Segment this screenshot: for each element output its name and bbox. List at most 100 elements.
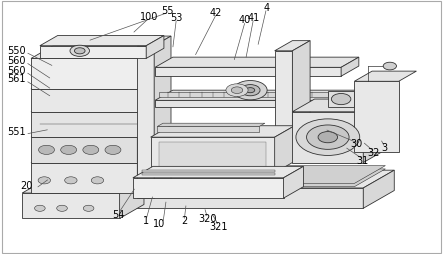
Bar	[157, 126, 259, 132]
Bar	[40, 46, 146, 58]
Text: 20: 20	[20, 181, 33, 191]
Text: 54: 54	[113, 210, 125, 220]
Polygon shape	[284, 166, 303, 198]
Circle shape	[35, 205, 45, 211]
Text: 3: 3	[381, 143, 388, 153]
Bar	[31, 112, 146, 137]
Bar	[142, 170, 275, 172]
Polygon shape	[275, 41, 310, 51]
Circle shape	[246, 88, 255, 93]
Text: 41: 41	[247, 13, 260, 23]
Bar	[159, 92, 328, 97]
Text: 55: 55	[161, 6, 174, 17]
Bar	[151, 137, 275, 173]
Polygon shape	[66, 166, 97, 187]
Bar	[328, 91, 354, 107]
Circle shape	[83, 205, 94, 211]
Polygon shape	[292, 99, 385, 112]
Circle shape	[226, 84, 248, 97]
Polygon shape	[146, 36, 164, 58]
Polygon shape	[341, 57, 359, 76]
Polygon shape	[363, 99, 385, 163]
Text: 100: 100	[140, 11, 158, 22]
Circle shape	[91, 177, 104, 184]
Polygon shape	[137, 36, 171, 46]
Bar	[44, 188, 363, 208]
Circle shape	[233, 81, 267, 100]
Bar	[142, 173, 275, 175]
Circle shape	[39, 145, 54, 154]
Circle shape	[383, 62, 396, 70]
Polygon shape	[31, 99, 168, 112]
Text: 551: 551	[8, 127, 26, 137]
Polygon shape	[31, 46, 168, 58]
Polygon shape	[157, 123, 265, 126]
Polygon shape	[31, 76, 168, 89]
Text: 560: 560	[8, 66, 26, 76]
Polygon shape	[146, 46, 168, 89]
Circle shape	[70, 45, 89, 56]
Polygon shape	[44, 170, 394, 188]
Text: 561: 561	[8, 74, 26, 84]
Bar	[133, 178, 284, 198]
Text: 10: 10	[152, 219, 165, 229]
Text: 32: 32	[367, 148, 380, 158]
Circle shape	[57, 205, 67, 211]
Polygon shape	[31, 124, 159, 137]
Bar	[155, 100, 341, 107]
Text: 1: 1	[143, 216, 149, 226]
Text: 321: 321	[209, 221, 228, 232]
Text: 4: 4	[263, 3, 269, 13]
Text: 31: 31	[356, 155, 369, 166]
Bar	[354, 81, 399, 152]
Text: 40: 40	[239, 15, 251, 25]
Polygon shape	[66, 166, 385, 183]
Text: 560: 560	[8, 56, 26, 66]
Bar	[31, 137, 137, 163]
Circle shape	[331, 93, 351, 105]
Bar	[31, 163, 137, 193]
Polygon shape	[137, 149, 162, 193]
Bar	[137, 46, 154, 198]
Circle shape	[65, 177, 77, 184]
Polygon shape	[292, 41, 310, 147]
Polygon shape	[155, 90, 359, 100]
Circle shape	[241, 85, 260, 96]
Circle shape	[105, 145, 121, 154]
Polygon shape	[363, 170, 394, 208]
Text: 53: 53	[170, 13, 183, 23]
Circle shape	[61, 145, 77, 154]
Polygon shape	[137, 124, 159, 163]
Polygon shape	[151, 126, 295, 137]
Circle shape	[307, 125, 349, 149]
Circle shape	[74, 48, 85, 54]
Polygon shape	[40, 36, 164, 46]
Text: 320: 320	[198, 214, 217, 224]
Circle shape	[231, 87, 243, 93]
Circle shape	[318, 132, 338, 143]
Bar	[275, 51, 292, 147]
Polygon shape	[155, 57, 359, 67]
Circle shape	[83, 145, 99, 154]
Polygon shape	[66, 169, 385, 187]
Polygon shape	[31, 149, 162, 163]
Polygon shape	[154, 36, 171, 198]
Bar	[31, 58, 146, 89]
Bar	[31, 89, 146, 112]
Polygon shape	[354, 71, 416, 81]
Polygon shape	[146, 99, 168, 137]
Polygon shape	[133, 166, 303, 178]
Text: 2: 2	[181, 216, 187, 227]
Circle shape	[296, 119, 360, 155]
Polygon shape	[275, 126, 295, 173]
Bar	[22, 193, 120, 218]
Polygon shape	[146, 76, 168, 112]
Text: 42: 42	[210, 8, 222, 18]
Bar	[155, 67, 341, 76]
Text: 30: 30	[350, 139, 363, 149]
Bar	[292, 112, 363, 163]
Polygon shape	[22, 179, 144, 193]
Bar	[159, 142, 266, 168]
Polygon shape	[120, 179, 144, 218]
Text: 550: 550	[8, 46, 26, 56]
